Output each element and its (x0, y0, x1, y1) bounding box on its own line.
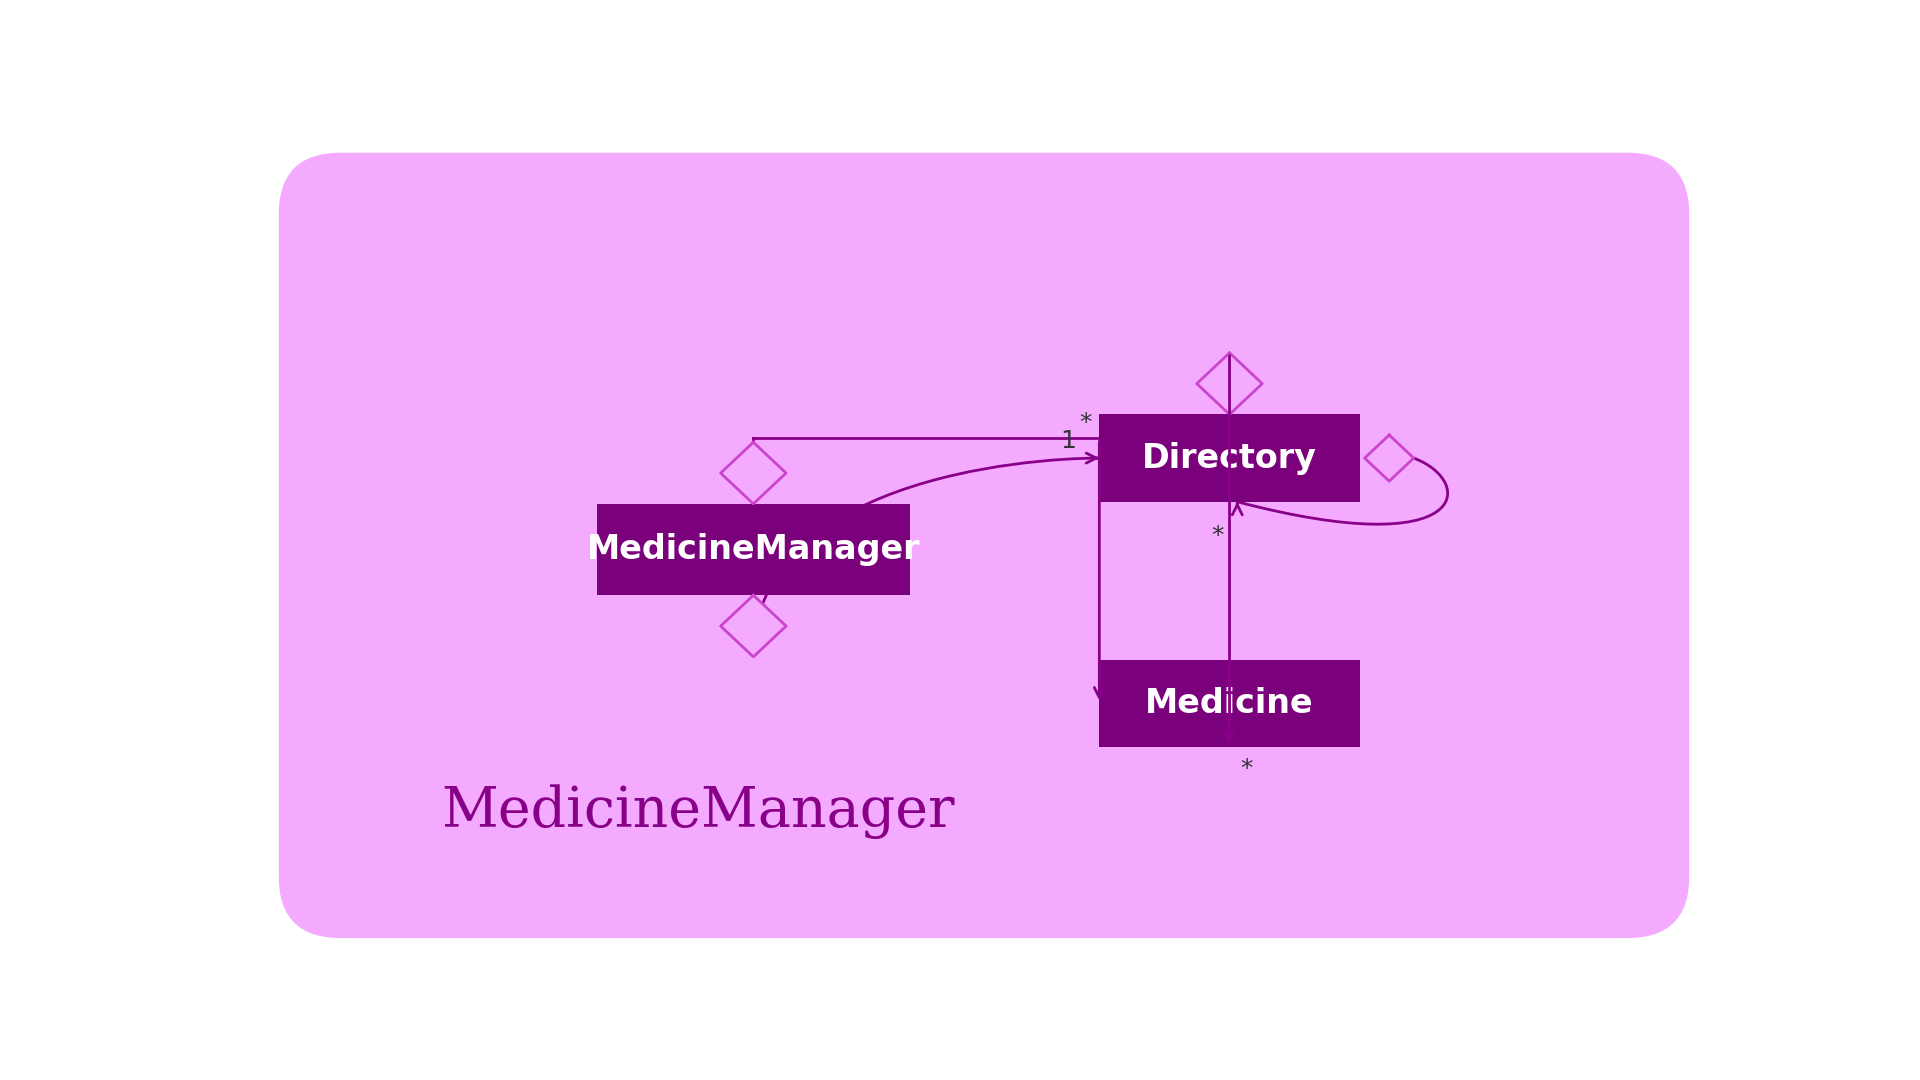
Text: *: * (1240, 757, 1252, 781)
Text: *: * (1079, 411, 1092, 435)
Polygon shape (720, 595, 785, 657)
Text: *: * (1212, 525, 1225, 549)
Text: MedicineManager: MedicineManager (588, 534, 920, 566)
Polygon shape (720, 443, 785, 503)
Text: MedicineManager: MedicineManager (442, 784, 954, 839)
FancyBboxPatch shape (278, 152, 1690, 939)
FancyBboxPatch shape (597, 503, 910, 595)
Polygon shape (1365, 435, 1413, 482)
FancyBboxPatch shape (1100, 415, 1359, 502)
Text: 1: 1 (1060, 429, 1077, 454)
FancyBboxPatch shape (1100, 660, 1359, 747)
Polygon shape (1196, 353, 1261, 415)
Text: Directory: Directory (1142, 442, 1317, 474)
Text: Medicine: Medicine (1144, 687, 1313, 720)
